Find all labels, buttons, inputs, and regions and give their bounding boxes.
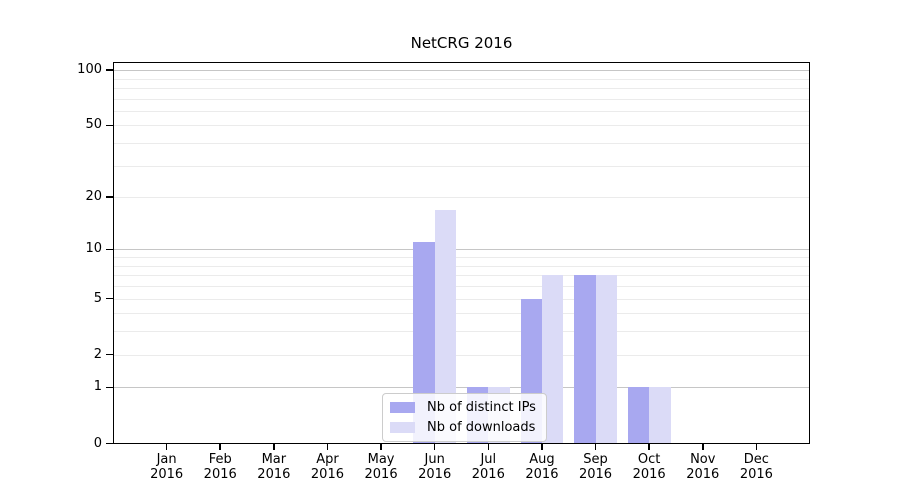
x-label-month: Jul bbox=[480, 452, 497, 467]
gridline-minor bbox=[113, 197, 810, 199]
bar-oct-distinct-ips bbox=[627, 387, 650, 444]
gridline-minor bbox=[113, 354, 810, 356]
y-axis-tick-label: 5 bbox=[93, 290, 102, 306]
gridline-minor bbox=[113, 313, 810, 315]
legend-swatch-distinct-ips bbox=[390, 402, 415, 413]
y-tick-mark bbox=[106, 442, 113, 445]
legend-label-distinct-ips: Nb of distinct IPs bbox=[427, 400, 536, 415]
bar-aug-downloads bbox=[541, 275, 564, 444]
legend-label-downloads: Nb of downloads bbox=[427, 420, 536, 435]
bar-jun-downloads bbox=[434, 209, 457, 444]
y-axis-tick-label: 2 bbox=[93, 346, 102, 362]
x-axis-tick-label: Oct 2016 bbox=[617, 452, 681, 482]
x-tick-mark bbox=[701, 444, 704, 450]
x-label-month: Mar bbox=[261, 452, 287, 467]
x-label-month: Oct bbox=[637, 452, 661, 467]
x-label-month: Apr bbox=[316, 452, 339, 467]
y-tick-mark bbox=[106, 297, 113, 300]
x-tick-mark bbox=[487, 444, 490, 450]
x-label-year: 2016 bbox=[257, 467, 291, 482]
x-axis-tick-label: Dec 2016 bbox=[724, 452, 788, 482]
bar-oct-downloads bbox=[649, 387, 671, 444]
x-tick-mark bbox=[219, 444, 222, 450]
x-label-month: Aug bbox=[529, 452, 555, 467]
x-tick-mark bbox=[165, 444, 168, 450]
y-axis-tick-label: 10 bbox=[85, 241, 102, 257]
gridline-minor bbox=[113, 265, 810, 267]
x-label-month: Dec bbox=[743, 452, 769, 467]
gridline-minor bbox=[113, 257, 810, 259]
y-tick-mark bbox=[106, 353, 113, 356]
legend: Nb of distinct IPs Nb of downloads bbox=[382, 393, 547, 442]
gridline-minor bbox=[113, 87, 810, 89]
y-axis-tick-label: 20 bbox=[85, 189, 102, 205]
x-label-year: 2016 bbox=[739, 467, 773, 482]
x-axis-tick-label: Mar 2016 bbox=[242, 452, 306, 482]
x-axis-tick-label: Jun 2016 bbox=[403, 452, 467, 482]
x-label-month: May bbox=[367, 452, 395, 467]
y-tick-mark bbox=[106, 386, 113, 389]
gridline-minor bbox=[113, 298, 810, 300]
gridline-minor bbox=[113, 165, 810, 167]
x-label-year: 2016 bbox=[686, 467, 720, 482]
x-tick-mark bbox=[541, 444, 543, 450]
gridline-minor bbox=[113, 275, 810, 277]
x-tick-mark bbox=[594, 444, 597, 450]
gridline-major bbox=[113, 249, 810, 251]
x-tick-mark bbox=[433, 444, 436, 450]
plot-area bbox=[113, 62, 810, 444]
x-label-month: Sep bbox=[583, 452, 608, 467]
legend-item-distinct-ips: Nb of distinct IPs bbox=[390, 400, 536, 415]
x-axis-tick-label: Apr 2016 bbox=[295, 452, 359, 482]
x-axis-tick-label: Jul 2016 bbox=[456, 452, 520, 482]
y-tick-mark bbox=[106, 248, 113, 251]
x-tick-mark bbox=[648, 444, 650, 450]
bar-sep-distinct-ips bbox=[574, 275, 596, 444]
x-axis-tick-label: Jan 2016 bbox=[135, 452, 199, 482]
x-label-year: 2016 bbox=[418, 467, 452, 482]
x-tick-mark bbox=[326, 444, 329, 450]
x-axis-tick-label: Feb 2016 bbox=[188, 452, 252, 482]
y-axis-tick-label: 50 bbox=[85, 117, 102, 133]
x-axis-tick-label: Aug 2016 bbox=[510, 452, 574, 482]
x-label-month: Nov bbox=[690, 452, 716, 467]
gridline-major bbox=[113, 70, 810, 72]
legend-item-downloads: Nb of downloads bbox=[390, 420, 536, 435]
x-tick-mark bbox=[755, 444, 758, 450]
x-label-year: 2016 bbox=[578, 467, 613, 482]
y-axis-tick-label: 1 bbox=[93, 379, 102, 395]
gridline-minor bbox=[113, 125, 810, 127]
x-label-month: Jan bbox=[156, 452, 177, 467]
gridline-major bbox=[113, 387, 810, 389]
legend-swatch-downloads bbox=[390, 422, 415, 433]
gridline-minor bbox=[113, 331, 810, 333]
chart-title: NetCRG 2016 bbox=[410, 34, 513, 52]
x-axis-tick-label: May 2016 bbox=[349, 452, 413, 482]
gridline-minor bbox=[113, 78, 810, 80]
bar-sep-downloads bbox=[595, 275, 617, 444]
x-tick-mark bbox=[273, 444, 275, 450]
gridline-minor bbox=[113, 110, 810, 112]
y-tick-mark bbox=[106, 69, 113, 71]
x-label-year: 2016 bbox=[150, 467, 184, 482]
y-axis-tick-label: 100 bbox=[77, 62, 102, 78]
x-label-year: 2016 bbox=[364, 467, 398, 482]
x-axis-tick-label: Nov 2016 bbox=[671, 452, 735, 482]
x-label-year: 2016 bbox=[310, 467, 344, 482]
x-label-month: Feb bbox=[208, 452, 232, 467]
gridline-minor bbox=[113, 143, 810, 145]
x-axis-tick-label: Sep 2016 bbox=[564, 452, 628, 482]
x-label-year: 2016 bbox=[632, 467, 666, 482]
y-tick-mark bbox=[106, 196, 113, 198]
x-label-year: 2016 bbox=[525, 467, 559, 482]
x-label-year: 2016 bbox=[203, 467, 237, 482]
y-axis-tick-label: 0 bbox=[93, 435, 102, 451]
gridline-minor bbox=[113, 98, 810, 100]
gridline-minor bbox=[113, 286, 810, 288]
y-tick-mark bbox=[106, 124, 113, 127]
x-tick-mark bbox=[380, 444, 382, 450]
x-label-year: 2016 bbox=[471, 467, 505, 482]
x-label-month: Jun bbox=[424, 452, 445, 467]
